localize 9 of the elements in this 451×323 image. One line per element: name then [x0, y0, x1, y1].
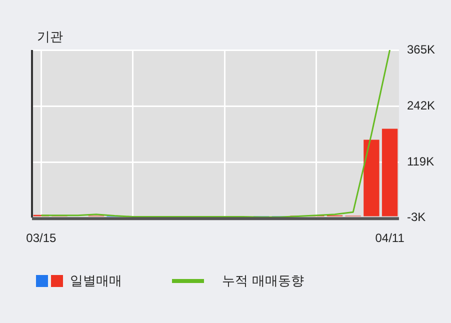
legend-label: 일별매매 [70, 273, 122, 290]
chart-title: 기관 [37, 29, 63, 46]
y-tick-label: 119K [406, 154, 434, 168]
x-tick-label: 03/15 [26, 231, 57, 246]
y-tick-label: -3K [406, 210, 426, 224]
x-tick-label: 04/11 [375, 231, 405, 246]
y-tick-label: 365K [406, 42, 436, 56]
y-tick-label: 242K [406, 98, 436, 112]
legend-label: 누적 매매동향 [222, 273, 304, 290]
